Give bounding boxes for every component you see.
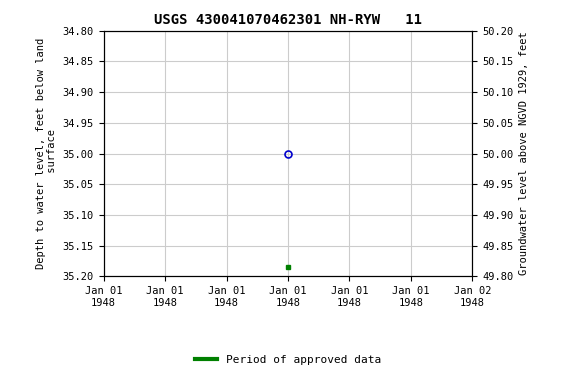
Legend: Period of approved data: Period of approved data bbox=[191, 350, 385, 369]
Title: USGS 430041070462301 NH-RYW   11: USGS 430041070462301 NH-RYW 11 bbox=[154, 13, 422, 27]
Y-axis label: Depth to water level, feet below land
 surface: Depth to water level, feet below land su… bbox=[36, 38, 57, 269]
Y-axis label: Groundwater level above NGVD 1929, feet: Groundwater level above NGVD 1929, feet bbox=[519, 32, 529, 275]
